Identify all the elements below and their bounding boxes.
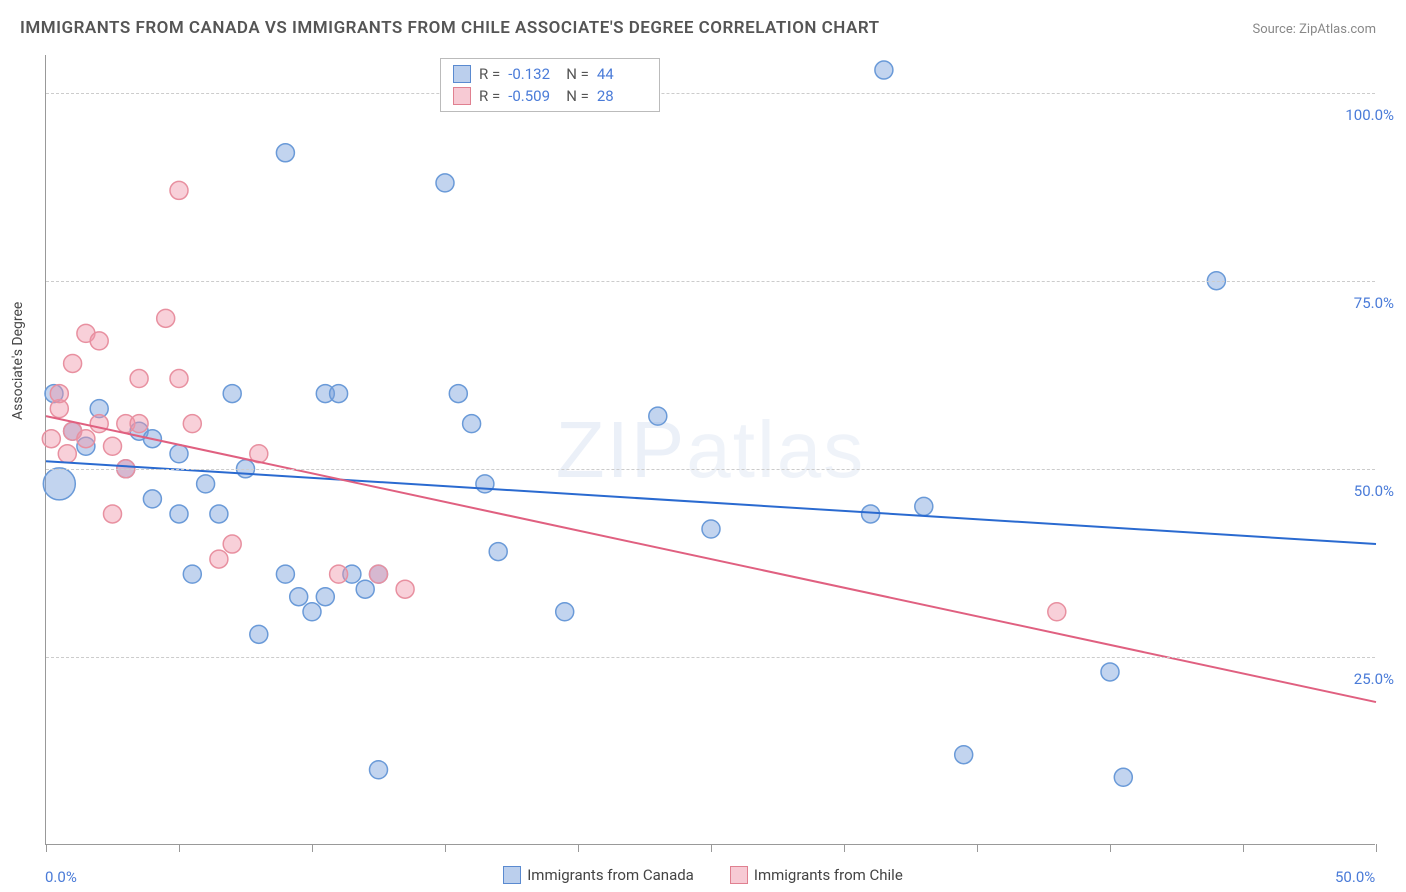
legend-swatch — [503, 866, 521, 884]
data-point — [223, 385, 241, 403]
source-label: Source: ZipAtlas.com — [1252, 22, 1376, 37]
data-point — [316, 588, 334, 606]
data-point — [1101, 663, 1119, 681]
x-tick — [711, 844, 712, 852]
data-point — [170, 181, 188, 199]
data-point — [276, 144, 294, 162]
data-point — [1114, 768, 1132, 786]
data-point — [183, 565, 201, 583]
stat-r-label: R = — [479, 85, 500, 107]
data-point — [130, 370, 148, 388]
y-tick-label: 25.0% — [1354, 670, 1394, 688]
data-point — [183, 415, 201, 433]
stat-r-value: -0.132 — [508, 63, 558, 85]
data-point — [370, 761, 388, 779]
x-tick — [977, 844, 978, 852]
x-tick — [844, 844, 845, 852]
data-point — [210, 550, 228, 568]
gridline-horizontal — [46, 469, 1375, 470]
x-tick — [445, 844, 446, 852]
data-point — [489, 543, 507, 561]
data-point — [130, 415, 148, 433]
data-point — [1048, 603, 1066, 621]
x-tick — [46, 844, 47, 852]
data-point — [104, 505, 122, 523]
data-point — [58, 445, 76, 463]
stat-r-value: -0.509 — [508, 85, 558, 107]
legend-swatch — [453, 87, 471, 105]
data-point — [50, 385, 68, 403]
data-point — [396, 580, 414, 598]
data-point — [449, 385, 467, 403]
data-point — [702, 520, 720, 538]
data-point — [370, 565, 388, 583]
data-point — [290, 588, 308, 606]
data-point — [915, 497, 933, 515]
data-point — [356, 580, 374, 598]
legend-series-label: Immigrants from Canada — [527, 866, 694, 884]
data-point — [463, 415, 481, 433]
series-legend: Immigrants from Canada Immigrants from Ch… — [0, 866, 1406, 888]
trend-line — [46, 416, 1376, 702]
x-tick — [1376, 844, 1377, 852]
stat-n-value: 44 — [597, 63, 647, 85]
gridline-horizontal — [46, 281, 1375, 282]
x-tick-label: 0.0% — [45, 868, 77, 886]
data-point — [170, 370, 188, 388]
legend-swatch — [453, 65, 471, 83]
data-point — [649, 407, 667, 425]
stat-n-label: N = — [566, 63, 589, 85]
legend-series-label: Immigrants from Chile — [754, 866, 903, 884]
data-point — [90, 415, 108, 433]
data-point — [330, 565, 348, 583]
chart-title: IMMIGRANTS FROM CANADA VS IMMIGRANTS FRO… — [20, 18, 880, 38]
data-point — [250, 625, 268, 643]
data-point — [276, 565, 294, 583]
x-tick — [312, 844, 313, 852]
stat-r-label: R = — [479, 63, 500, 85]
data-point — [104, 437, 122, 455]
gridline-horizontal — [46, 657, 1375, 658]
legend-stat-row: R = -0.132 N = 44 — [453, 63, 647, 85]
stat-n-value: 28 — [597, 85, 647, 107]
data-point — [303, 603, 321, 621]
chart-plot-area: ZIPatlas — [45, 55, 1375, 845]
data-point — [143, 490, 161, 508]
y-tick-label: 75.0% — [1354, 294, 1394, 312]
legend-swatch — [730, 866, 748, 884]
data-point — [197, 475, 215, 493]
data-point — [64, 354, 82, 372]
data-point — [955, 746, 973, 764]
correlation-legend: R = -0.132 N = 44 R = -0.509 N = 28 — [440, 58, 660, 112]
data-point — [77, 430, 95, 448]
data-point — [436, 174, 454, 192]
x-tick — [578, 844, 579, 852]
legend-series-item: Immigrants from Chile — [730, 866, 903, 884]
data-point — [875, 61, 893, 79]
data-point — [223, 535, 241, 553]
data-point — [476, 475, 494, 493]
data-point — [157, 309, 175, 327]
legend-stat-row: R = -0.509 N = 28 — [453, 85, 647, 107]
data-point — [170, 445, 188, 463]
scatter-plot-svg — [46, 55, 1375, 844]
gridline-horizontal — [46, 93, 1375, 94]
x-tick-label: 50.0% — [1335, 868, 1375, 886]
x-tick — [1243, 844, 1244, 852]
legend-series-item: Immigrants from Canada — [503, 866, 694, 884]
stat-n-label: N = — [566, 85, 589, 107]
y-tick-label: 100.0% — [1345, 106, 1394, 124]
data-point — [90, 332, 108, 350]
x-tick — [179, 844, 180, 852]
data-point — [43, 468, 75, 500]
data-point — [330, 385, 348, 403]
y-axis-label: Associate's Degree — [10, 302, 26, 420]
data-point — [556, 603, 574, 621]
y-tick-label: 50.0% — [1354, 482, 1394, 500]
data-point — [210, 505, 228, 523]
data-point — [170, 505, 188, 523]
x-tick — [1110, 844, 1111, 852]
data-point — [42, 430, 60, 448]
